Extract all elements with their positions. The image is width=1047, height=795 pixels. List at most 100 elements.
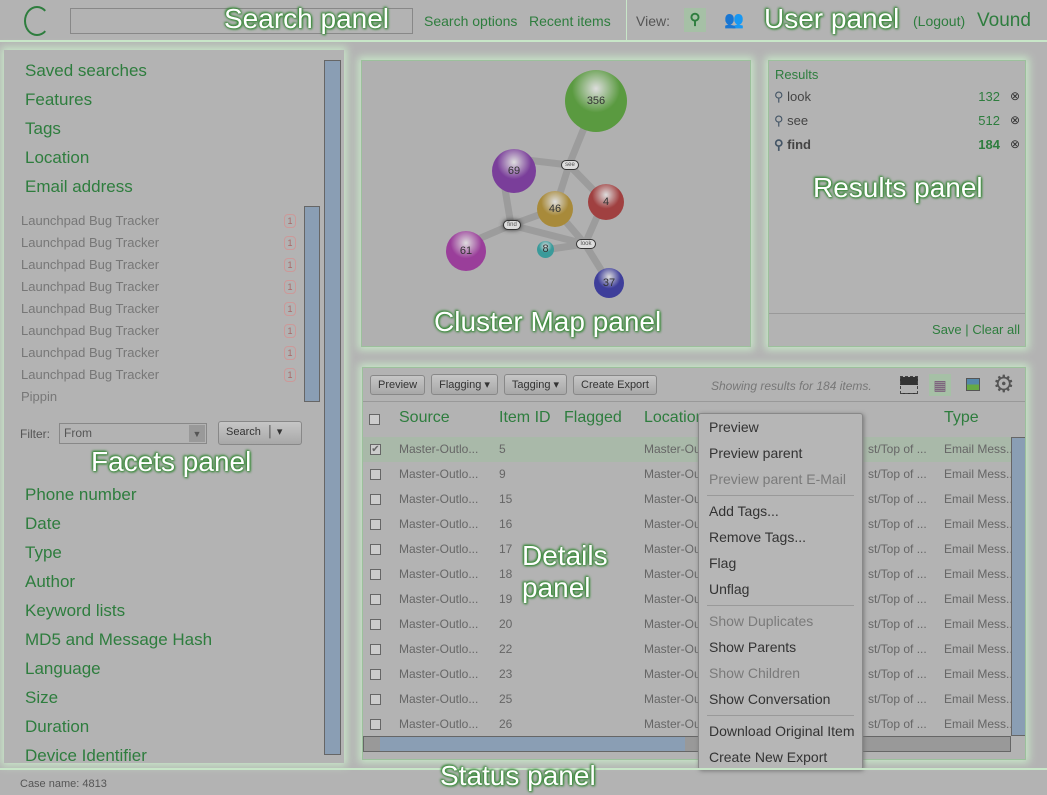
cluster-bubble[interactable]: 8 bbox=[537, 241, 554, 258]
column-flagged[interactable]: Flagged bbox=[564, 409, 622, 426]
column-source[interactable]: Source bbox=[399, 409, 450, 426]
facet-value[interactable]: Launchpad Bug Tracker 1 bbox=[0, 342, 300, 364]
table-row[interactable]: Master-Outlo... 9 Master-Ou st/Top of ..… bbox=[363, 462, 1016, 487]
table-row[interactable]: Master-Outlo... 23 Master-Ou st/Top of .… bbox=[363, 662, 1016, 687]
remove-icon[interactable]: ⊗ bbox=[1009, 113, 1020, 127]
facet-device-identifier[interactable]: Device Identifier bbox=[25, 746, 147, 765]
table-row[interactable]: Master-Outlo... 15 Master-Ou st/Top of .… bbox=[363, 487, 1016, 512]
facet-author[interactable]: Author bbox=[25, 572, 76, 591]
cluster-bubble[interactable]: 46 bbox=[537, 191, 573, 227]
facet-tags[interactable]: Tags bbox=[25, 119, 61, 138]
row-checkbox[interactable] bbox=[370, 519, 381, 530]
remove-icon[interactable]: ⊗ bbox=[1009, 89, 1020, 103]
column-item-id[interactable]: Item ID bbox=[499, 409, 551, 426]
create-export-button[interactable]: Create Export bbox=[573, 375, 657, 395]
save-link[interactable]: Save bbox=[932, 322, 962, 337]
menu-item-show-conversation[interactable]: Show Conversation bbox=[709, 691, 831, 707]
row-checkbox[interactable] bbox=[370, 669, 381, 680]
row-checkbox[interactable] bbox=[370, 644, 381, 655]
select-all-checkbox[interactable] bbox=[369, 414, 380, 425]
table-row[interactable]: Master-Outlo... 19 Master-Ou st/Top of .… bbox=[363, 587, 1016, 612]
facet-duration[interactable]: Duration bbox=[25, 717, 90, 736]
facet-value[interactable]: Launchpad Bug Tracker 1 bbox=[0, 320, 300, 342]
settings-gear-icon[interactable]: ⚙ bbox=[993, 371, 1015, 398]
cluster-bubble[interactable]: 69 bbox=[492, 149, 536, 193]
facet-keyword-lists[interactable]: Keyword lists bbox=[25, 601, 126, 620]
row-checkbox[interactable] bbox=[370, 569, 381, 580]
cluster-bubble[interactable]: 61 bbox=[446, 231, 486, 271]
flagging-button[interactable]: Flagging ▾ bbox=[431, 374, 498, 395]
row-checkbox[interactable] bbox=[370, 619, 381, 630]
filter-select[interactable]: From ▼ bbox=[59, 423, 207, 444]
facet-email-address[interactable]: Email address bbox=[25, 177, 133, 196]
facet-values-scrollbar[interactable] bbox=[304, 206, 320, 402]
cluster-bubble[interactable]: 37 bbox=[594, 268, 624, 298]
facets-scrollbar[interactable] bbox=[324, 60, 341, 755]
facet-value[interactable]: Launchpad Bug Tracker 1 bbox=[0, 364, 300, 386]
facet-value[interactable]: Launchpad Bug Tracker 1 bbox=[0, 276, 300, 298]
result-item[interactable]: ⚲ find 184 ⊗ bbox=[774, 137, 1020, 161]
clear-all-link[interactable]: Clear all bbox=[972, 322, 1020, 337]
vertical-scrollbar[interactable] bbox=[1011, 437, 1025, 736]
cluster-bubble[interactable]: 4 bbox=[588, 184, 624, 220]
recent-items-link[interactable]: Recent items bbox=[529, 13, 611, 29]
menu-item-flag[interactable]: Flag bbox=[709, 555, 737, 571]
row-checkbox[interactable] bbox=[370, 594, 381, 605]
menu-item-download-original-item[interactable]: Download Original Item bbox=[709, 723, 855, 739]
cluster-term-look[interactable]: look bbox=[576, 239, 596, 249]
logout-link[interactable]: (Logout) bbox=[913, 13, 966, 29]
menu-item-preview-parent[interactable]: Preview parent bbox=[709, 445, 803, 461]
column-type[interactable]: Type bbox=[944, 409, 979, 426]
row-checkbox[interactable] bbox=[370, 544, 381, 555]
menu-item-preview[interactable]: Preview bbox=[709, 419, 759, 435]
column-location[interactable]: Location bbox=[644, 409, 705, 426]
facet-value[interactable]: Pippin bbox=[0, 386, 300, 408]
preview-button[interactable]: Preview bbox=[370, 375, 426, 395]
facet-value[interactable]: Launchpad Bug Tracker 1 bbox=[0, 298, 300, 320]
horizontal-scrollbar[interactable] bbox=[363, 736, 1011, 752]
table-row[interactable]: Master-Outlo... 20 Master-Ou st/Top of .… bbox=[363, 612, 1016, 637]
table-row[interactable]: Master-Outlo... 16 Master-Ou st/Top of .… bbox=[363, 512, 1016, 537]
cluster-bubble[interactable]: 356 bbox=[565, 70, 627, 132]
row-checkbox[interactable] bbox=[370, 719, 381, 730]
table-row[interactable]: Master-Outlo... 26 Master-Ou st/Top of .… bbox=[363, 712, 1016, 737]
search-view-icon[interactable]: ⚲ bbox=[684, 8, 706, 32]
search-input[interactable] bbox=[70, 8, 413, 34]
row-checkbox[interactable] bbox=[370, 469, 381, 480]
row-checkbox[interactable]: ✔ bbox=[370, 444, 381, 455]
table-row[interactable]: Master-Outlo... 18 Master-Ou st/Top of .… bbox=[363, 562, 1016, 587]
menu-item-show-parents[interactable]: Show Parents bbox=[709, 639, 797, 655]
cluster-term-see[interactable]: see bbox=[561, 160, 579, 170]
facet-search-button[interactable]: Search │ ▾ bbox=[218, 421, 302, 445]
result-item[interactable]: ⚲ see 512 ⊗ bbox=[774, 113, 1020, 137]
table-row[interactable]: ✔ Master-Outlo... 5 Master-Ou st/Top of … bbox=[363, 437, 1016, 462]
table-row[interactable]: Master-Outlo... 25 Master-Ou st/Top of .… bbox=[363, 687, 1016, 712]
table-row[interactable]: Master-Outlo... 22 Master-Ou st/Top of .… bbox=[363, 637, 1016, 662]
row-checkbox[interactable] bbox=[370, 494, 381, 505]
facet-saved-searches[interactable]: Saved searches bbox=[25, 61, 147, 80]
facet-size[interactable]: Size bbox=[25, 688, 59, 707]
table-view-icon[interactable]: ▦ bbox=[929, 374, 951, 396]
facet-value[interactable]: Launchpad Bug Tracker 1 bbox=[0, 210, 300, 232]
menu-item-remove-tags[interactable]: Remove Tags... bbox=[709, 529, 807, 545]
facet-location[interactable]: Location bbox=[25, 148, 90, 167]
users-view-icon[interactable]: 👥 bbox=[724, 12, 744, 29]
facet-value[interactable]: Launchpad Bug Tracker 1 bbox=[0, 254, 300, 276]
menu-item-unflag[interactable]: Unflag bbox=[709, 581, 750, 597]
facet-language[interactable]: Language bbox=[25, 659, 101, 678]
remove-icon[interactable]: ⊗ bbox=[1009, 137, 1020, 151]
tagging-button[interactable]: Tagging ▾ bbox=[503, 374, 568, 395]
menu-item-create-new-export[interactable]: Create New Export bbox=[709, 749, 828, 765]
result-item[interactable]: ⚲ look 132 ⊗ bbox=[774, 89, 1020, 113]
facet-features[interactable]: Features bbox=[25, 90, 93, 109]
menu-item-add-tags[interactable]: Add Tags... bbox=[709, 503, 779, 519]
thumbnail-view-icon[interactable] bbox=[900, 376, 918, 394]
row-checkbox[interactable] bbox=[370, 694, 381, 705]
facet-value[interactable]: Launchpad Bug Tracker 1 bbox=[0, 232, 300, 254]
search-options-link[interactable]: Search options bbox=[424, 13, 518, 29]
facet-phone-number[interactable]: Phone number bbox=[25, 485, 137, 504]
facet-date[interactable]: Date bbox=[25, 514, 61, 533]
cluster-term-find[interactable]: find bbox=[503, 220, 521, 230]
image-view-icon[interactable] bbox=[966, 378, 980, 391]
facet-type[interactable]: Type bbox=[25, 543, 62, 562]
